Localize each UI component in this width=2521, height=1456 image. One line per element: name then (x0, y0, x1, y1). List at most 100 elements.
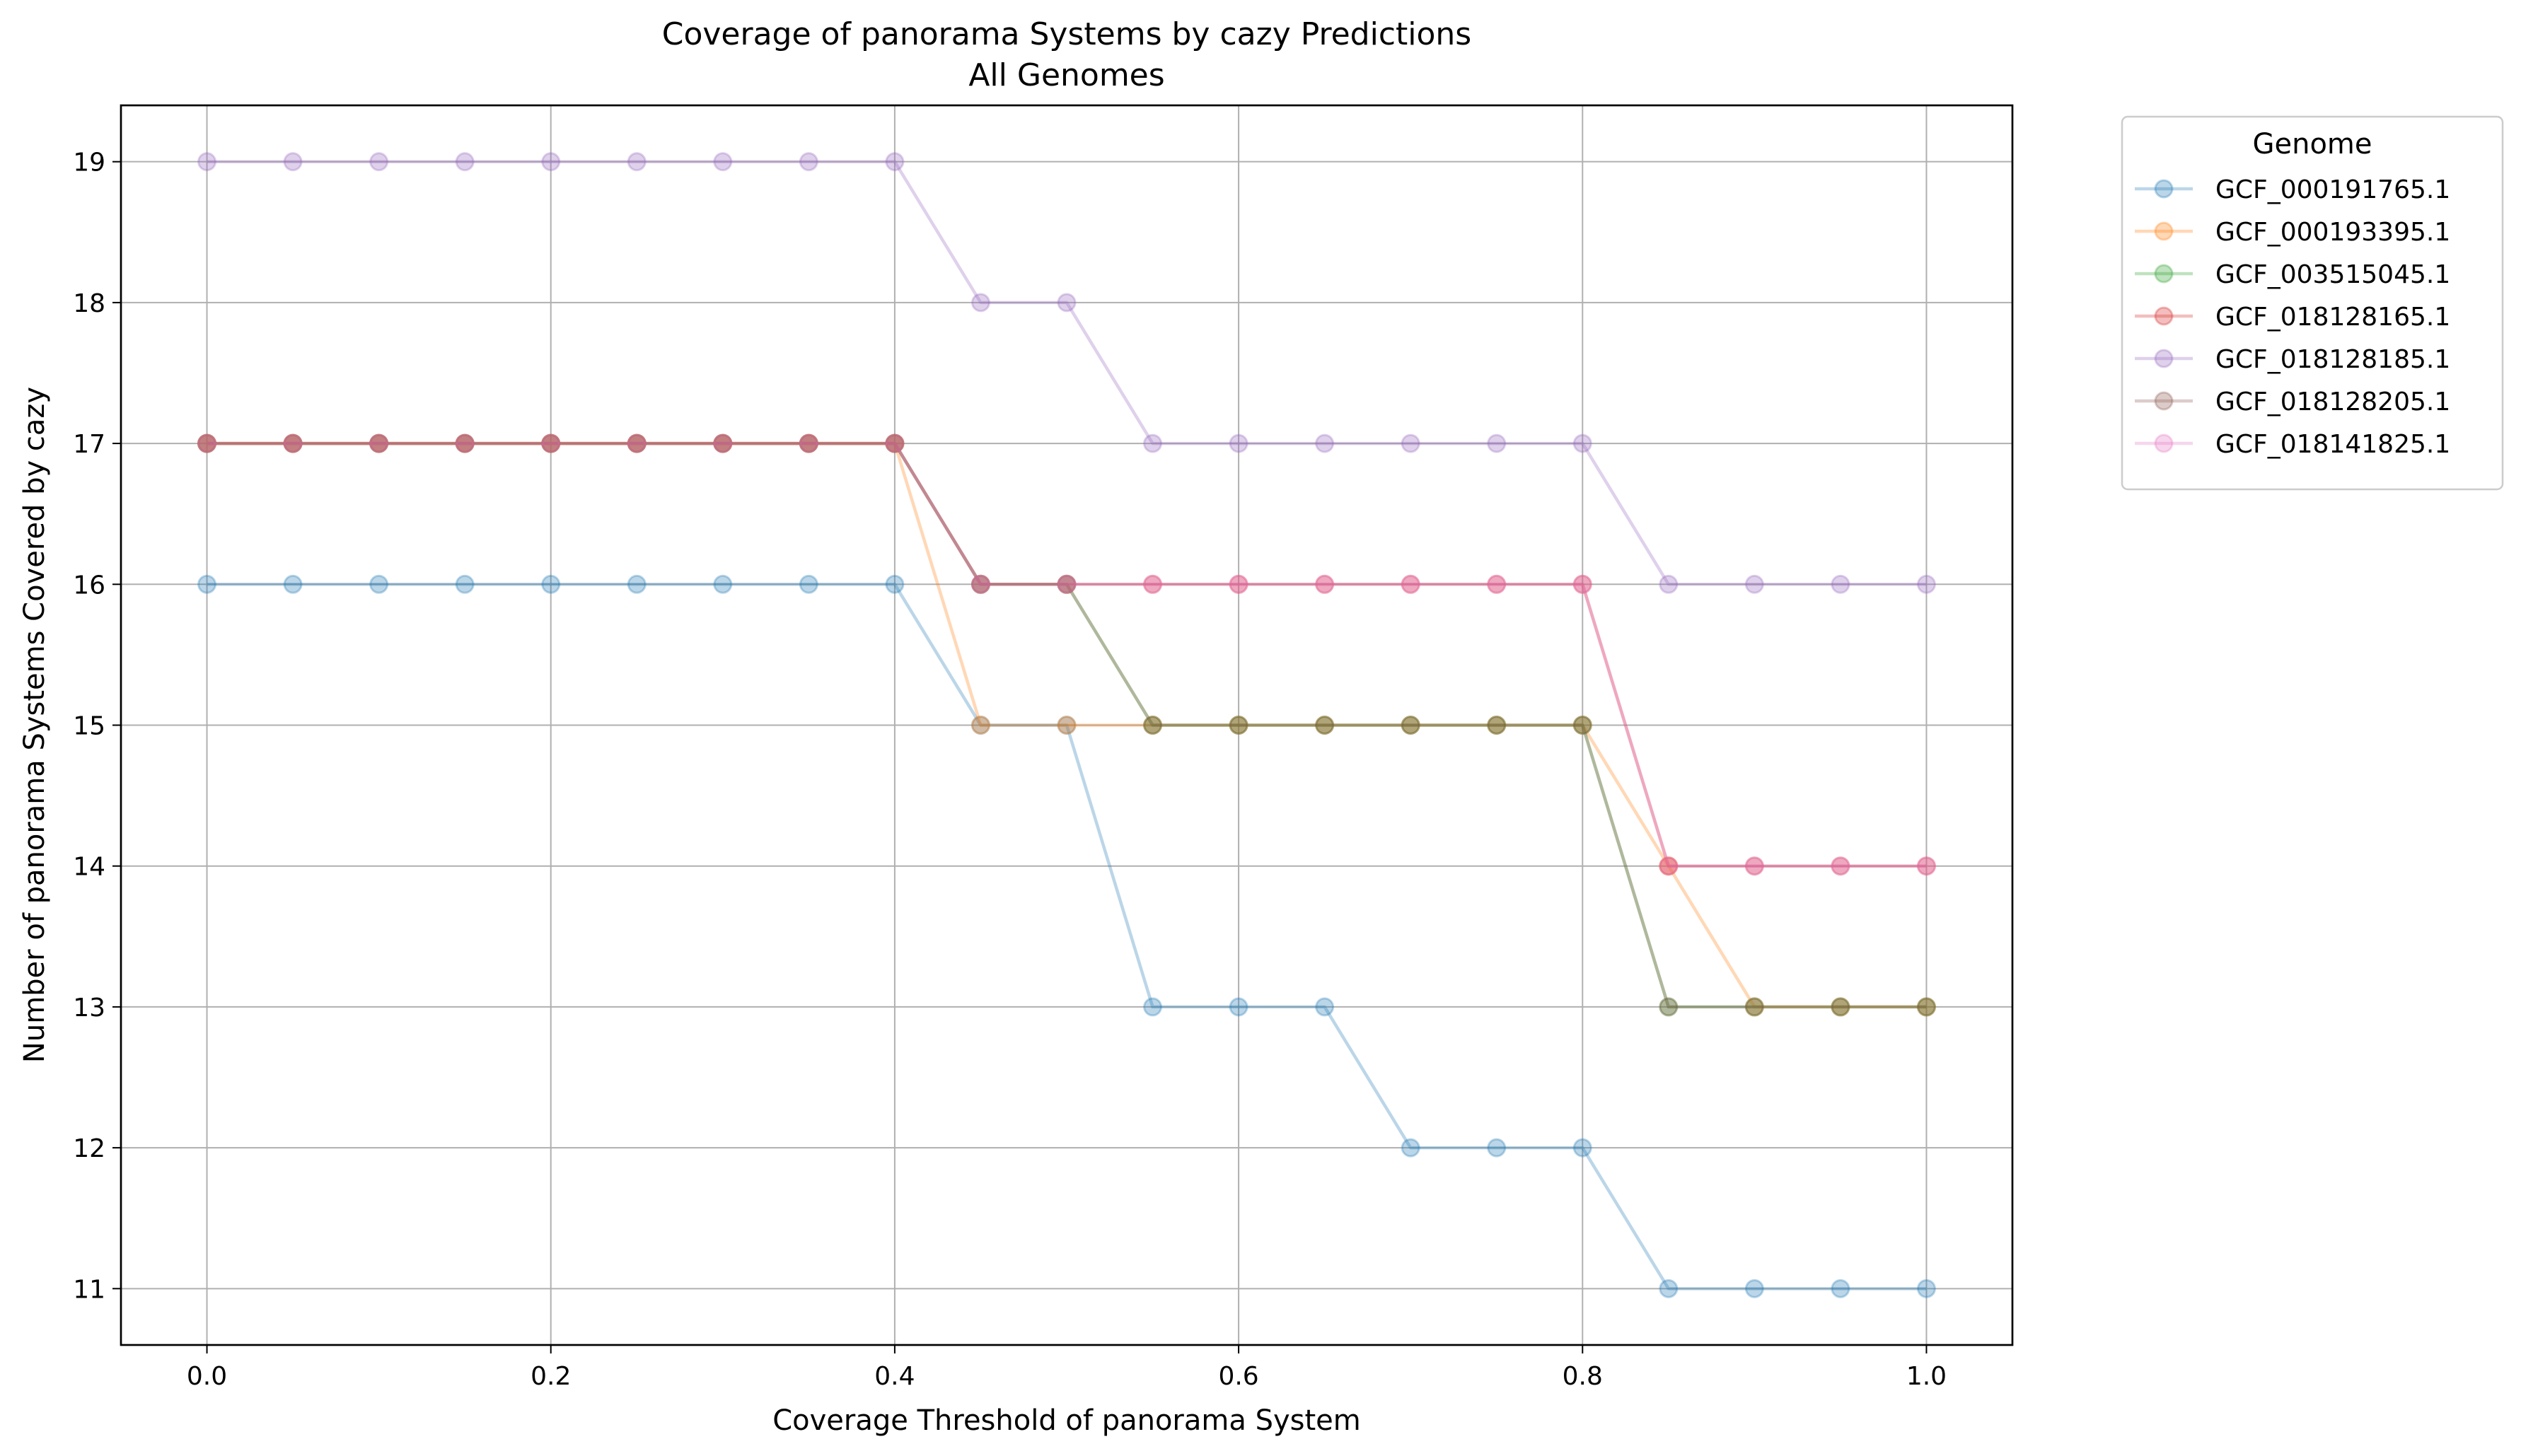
data-point (1916, 856, 1936, 876)
y-tick-label: 15 (73, 712, 105, 741)
data-point (197, 574, 217, 594)
data-point (1916, 856, 1936, 876)
data-point (970, 574, 990, 594)
data-point (627, 433, 647, 453)
data-point (799, 433, 818, 453)
data-point (627, 433, 647, 453)
data-point (283, 152, 303, 172)
legend-label: GCF_018141825.1 (2215, 430, 2450, 459)
data-point (970, 716, 990, 735)
data-point (1744, 997, 1764, 1017)
data-point (1229, 716, 1248, 735)
series-layer (197, 152, 1936, 1298)
data-point (713, 433, 733, 453)
legend-entry: GCF_003515045.1 (2135, 260, 2450, 289)
series-line (207, 583, 1927, 1291)
data-point (627, 433, 647, 453)
data-point (283, 433, 303, 453)
data-point (1916, 574, 1936, 594)
data-point (885, 433, 905, 453)
data-point (1831, 1279, 1850, 1298)
data-point (1057, 574, 1077, 594)
data-point (1057, 574, 1077, 594)
data-point (369, 433, 389, 453)
legend-marker (2154, 221, 2174, 241)
data-point (1659, 574, 1679, 594)
legend-entry: GCF_018128165.1 (2135, 303, 2450, 332)
data-point (885, 433, 905, 453)
legend-frame (2121, 115, 2504, 491)
legend-title: Genome (2252, 128, 2372, 161)
data-point (885, 433, 905, 453)
data-point (1487, 716, 1507, 735)
data-point (1401, 574, 1420, 594)
data-point (1401, 716, 1420, 735)
data-point (1744, 997, 1764, 1017)
legend-entry: GCF_018141825.1 (2135, 430, 2450, 459)
x-tick-label: 0.4 (874, 1362, 915, 1391)
data-point (1831, 997, 1850, 1017)
data-point (1143, 574, 1163, 594)
data-point (1659, 856, 1679, 876)
data-point (283, 433, 303, 453)
data-point (369, 433, 389, 453)
series-line (207, 441, 1927, 868)
data-point (1229, 574, 1248, 594)
data-point (1143, 716, 1163, 735)
data-point (541, 433, 561, 453)
data-point (1572, 716, 1592, 735)
series-GCF_000193395.1 (197, 433, 1936, 1017)
y-tick-label: 16 (73, 571, 105, 600)
data-point (283, 433, 303, 453)
data-point (713, 574, 733, 594)
data-point (627, 574, 647, 594)
data-point (713, 433, 733, 453)
series-GCF_018128205.1 (197, 433, 1936, 1017)
data-point (369, 433, 389, 453)
data-point (1229, 433, 1248, 453)
data-point (541, 433, 561, 453)
series-GCF_018128185.1 (197, 152, 1936, 594)
data-point (1315, 716, 1335, 735)
legend-entry: GCF_018128185.1 (2135, 345, 2450, 374)
data-point (1572, 574, 1592, 594)
series-GCF_000191765.1 (197, 574, 1936, 1298)
x-tick-label: 1.0 (1906, 1362, 1947, 1391)
y-tick-label: 12 (73, 1134, 105, 1163)
data-point (1487, 716, 1507, 735)
series-line (207, 160, 1927, 586)
x-tick-label: 0.6 (1218, 1362, 1258, 1391)
data-point (283, 433, 303, 453)
data-point (1401, 716, 1420, 735)
data-point (1143, 433, 1163, 453)
data-point (1487, 433, 1507, 453)
legend-label: GCF_000193395.1 (2215, 218, 2450, 247)
data-point (713, 152, 733, 172)
data-point (1315, 433, 1335, 453)
data-point (1831, 574, 1850, 594)
data-point (455, 433, 475, 453)
data-point (1143, 716, 1163, 735)
y-tick-label: 11 (73, 1275, 105, 1304)
data-point (455, 433, 475, 453)
data-point (455, 433, 475, 453)
data-point (1057, 574, 1077, 594)
data-point (455, 574, 475, 594)
data-point (1572, 574, 1592, 594)
data-point (1401, 433, 1420, 453)
series-line (207, 441, 1927, 1009)
data-point (1401, 1138, 1420, 1158)
legend-entries: GCF_000191765.1 GCF_000193395.1 GCF_003515… (2135, 175, 2450, 459)
data-point (799, 433, 818, 453)
data-point (283, 433, 303, 453)
data-point (1401, 574, 1420, 594)
legend-marker (2154, 391, 2174, 411)
data-point (885, 433, 905, 453)
legend-label: GCF_018128185.1 (2215, 345, 2450, 374)
data-point (369, 433, 389, 453)
data-point (1831, 997, 1850, 1017)
legend-marker (2154, 179, 2174, 199)
legend-label: GCF_000191765.1 (2215, 175, 2450, 204)
data-point (197, 433, 217, 453)
